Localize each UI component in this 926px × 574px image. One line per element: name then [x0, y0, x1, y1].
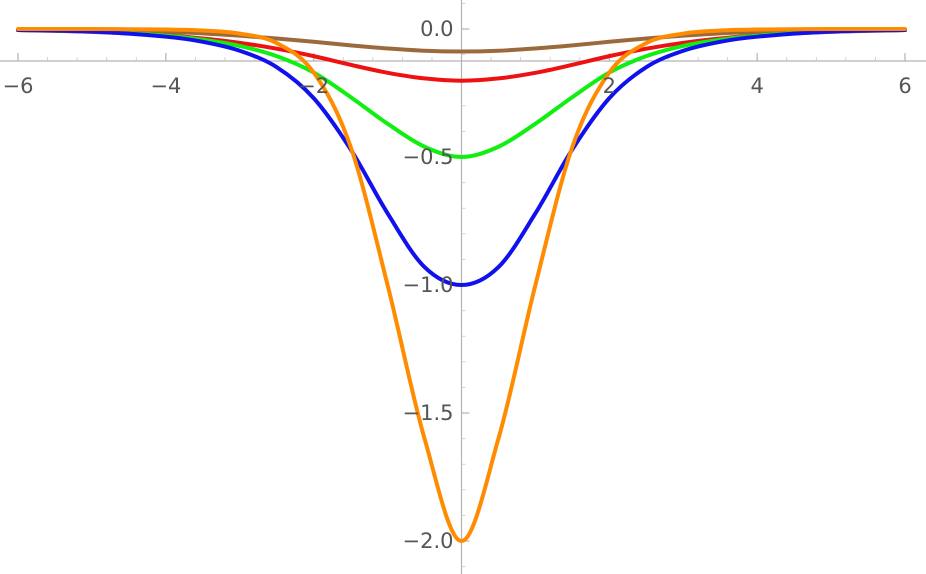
y-tick-label: −1.5 [403, 401, 454, 425]
series-line-5 [16, 26, 907, 543]
series-line-3 [16, 28, 907, 159]
x-tick-label: −2 [298, 74, 329, 98]
y-tick-label: −1.0 [403, 273, 454, 297]
x-tick-label: 6 [898, 74, 911, 98]
series-line-1 [16, 27, 907, 54]
series-line-4 [16, 28, 907, 287]
series-layer [16, 26, 907, 543]
y-tick-label: −0.5 [403, 145, 454, 169]
x-tick-label: −6 [3, 74, 34, 98]
tick-labels: −6 −4 −2 2 4 6 0.0 −0.5 −1.0 −1.5 −2.0 [3, 17, 912, 553]
x-tick-label: 4 [750, 74, 763, 98]
y-tick-label: 0.0 [420, 17, 453, 41]
y-tick-label: −2.0 [403, 529, 454, 553]
x-tick-label: 2 [603, 74, 616, 98]
x-tick-label: −4 [150, 74, 181, 98]
